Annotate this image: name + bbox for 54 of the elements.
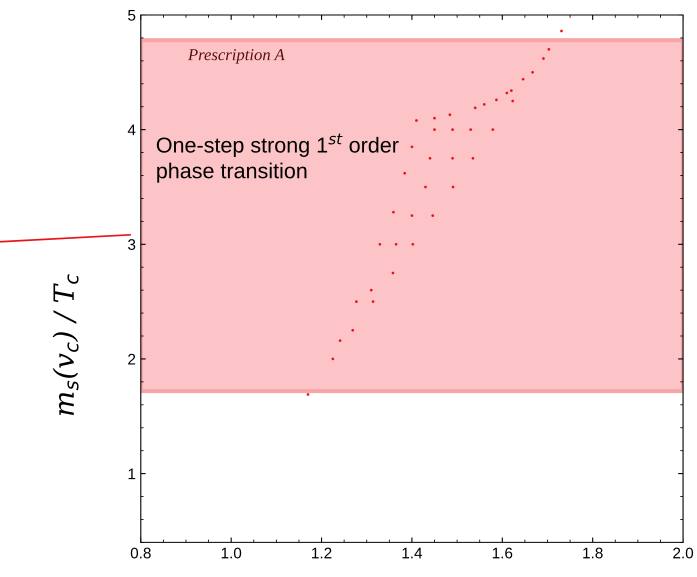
point [522, 78, 524, 81]
point [452, 186, 454, 188]
y-tick-label: 2 [128, 354, 136, 364]
point [415, 119, 418, 122]
point [491, 128, 494, 132]
point [505, 92, 508, 94]
point [433, 116, 436, 120]
point [511, 100, 514, 102]
point [410, 145, 414, 148]
x-tick-label: 1.6 [492, 548, 512, 558]
point [370, 288, 373, 292]
y-tick-label: 3 [128, 239, 136, 250]
x-tick-label: 1.2 [312, 548, 332, 558]
point [510, 89, 513, 92]
x-tick-label: 0.8 [130, 548, 151, 558]
point [378, 242, 382, 246]
point [474, 106, 477, 110]
text: One-step strong 1$^{st}$ order phase transition [156, 134, 399, 183]
point [331, 358, 334, 360]
point [392, 272, 394, 274]
y-axis-title: m$_{s}$(v$_{c}$) / T$_{c}$ [52, 274, 79, 416]
point [547, 48, 550, 51]
point [306, 393, 310, 396]
point [448, 113, 452, 116]
point [392, 210, 395, 214]
point [428, 156, 432, 160]
x-tick-label: 1.8 [583, 548, 603, 558]
x-tick-label: 1.0 [222, 548, 242, 558]
point [469, 128, 472, 132]
point [451, 128, 454, 132]
point [372, 300, 374, 304]
point [351, 328, 354, 332]
point [394, 242, 398, 246]
point [495, 98, 498, 102]
point [410, 214, 414, 218]
point [451, 156, 454, 160]
point [403, 172, 406, 175]
point [424, 186, 427, 188]
point [531, 70, 534, 74]
x-tick-label: 2.0 [673, 548, 694, 558]
band-label: Prescription A [188, 49, 285, 64]
point [482, 103, 486, 106]
point [354, 300, 358, 304]
y-tick-label: 1 [128, 468, 136, 480]
y-tick-label: 4 [128, 124, 136, 136]
x-tick-label: 1.4 [402, 548, 422, 558]
point [560, 30, 563, 32]
point [338, 339, 342, 342]
point [431, 214, 434, 218]
y-tick-label: 5 [128, 10, 136, 21]
point [472, 156, 474, 160]
point [411, 242, 414, 246]
point [433, 128, 436, 132]
point [542, 57, 545, 60]
